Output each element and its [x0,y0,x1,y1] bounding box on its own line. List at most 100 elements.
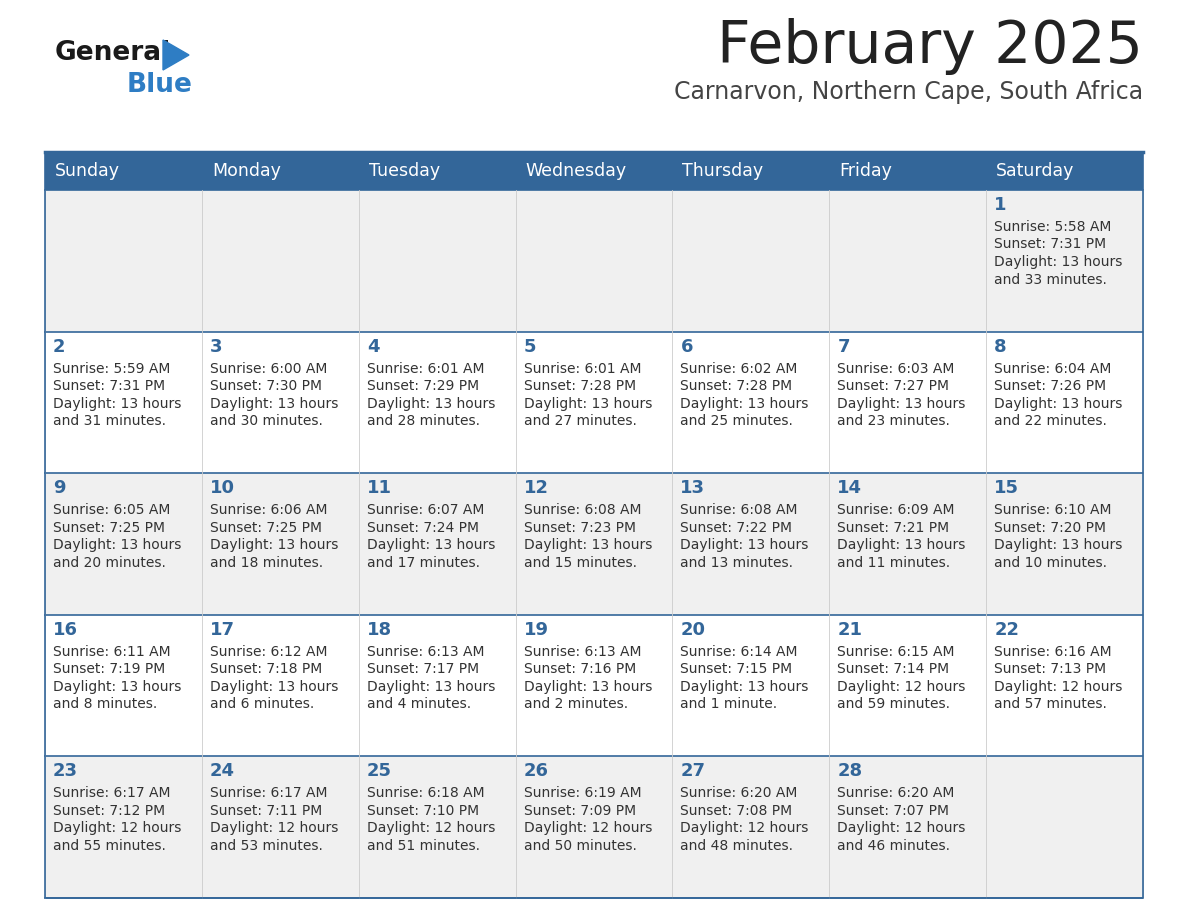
Text: Daylight: 12 hours: Daylight: 12 hours [838,822,966,835]
Text: Daylight: 13 hours: Daylight: 13 hours [681,680,809,694]
Text: Sunset: 7:31 PM: Sunset: 7:31 PM [994,238,1106,252]
Text: Blue: Blue [127,72,192,98]
Text: and 51 minutes.: and 51 minutes. [367,839,480,853]
Text: and 28 minutes.: and 28 minutes. [367,414,480,428]
Text: 14: 14 [838,479,862,498]
Polygon shape [163,40,189,70]
Bar [45,190,1143,331]
Text: Sunrise: 6:01 AM: Sunrise: 6:01 AM [524,362,642,375]
Text: and 8 minutes.: and 8 minutes. [53,698,157,711]
Text: Sunset: 7:12 PM: Sunset: 7:12 PM [53,804,165,818]
Text: and 46 minutes.: and 46 minutes. [838,839,950,853]
Text: Sunset: 7:13 PM: Sunset: 7:13 PM [994,662,1106,677]
Text: and 2 minutes.: and 2 minutes. [524,698,627,711]
Text: 9: 9 [53,479,65,498]
Text: Daylight: 13 hours: Daylight: 13 hours [367,538,495,553]
Text: Sunset: 7:28 PM: Sunset: 7:28 PM [681,379,792,393]
Text: Sunset: 7:07 PM: Sunset: 7:07 PM [838,804,949,818]
Text: 15: 15 [994,479,1019,498]
Text: Sunset: 7:26 PM: Sunset: 7:26 PM [994,379,1106,393]
Text: Daylight: 13 hours: Daylight: 13 hours [53,680,182,694]
Text: Monday: Monday [211,162,280,180]
Text: Sunset: 7:14 PM: Sunset: 7:14 PM [838,662,949,677]
Text: Wednesday: Wednesday [525,162,627,180]
Text: 22: 22 [994,621,1019,639]
Text: Sunset: 7:31 PM: Sunset: 7:31 PM [53,379,165,393]
Text: and 25 minutes.: and 25 minutes. [681,414,794,428]
Text: Sunset: 7:29 PM: Sunset: 7:29 PM [367,379,479,393]
Text: Sunset: 7:20 PM: Sunset: 7:20 PM [994,521,1106,534]
Text: Sunrise: 6:14 AM: Sunrise: 6:14 AM [681,644,798,659]
Text: Daylight: 13 hours: Daylight: 13 hours [524,538,652,553]
Text: 24: 24 [210,763,235,780]
Text: Sunrise: 6:16 AM: Sunrise: 6:16 AM [994,644,1112,659]
Text: Sunset: 7:15 PM: Sunset: 7:15 PM [681,662,792,677]
Text: Sunday: Sunday [55,162,120,180]
Text: Sunset: 7:16 PM: Sunset: 7:16 PM [524,662,636,677]
Text: 10: 10 [210,479,235,498]
Text: Daylight: 13 hours: Daylight: 13 hours [210,397,339,410]
Text: 3: 3 [210,338,222,355]
Text: Sunrise: 6:00 AM: Sunrise: 6:00 AM [210,362,327,375]
Text: Sunset: 7:23 PM: Sunset: 7:23 PM [524,521,636,534]
Bar [45,152,1143,190]
Text: and 6 minutes.: and 6 minutes. [210,698,314,711]
Text: Sunset: 7:21 PM: Sunset: 7:21 PM [838,521,949,534]
Text: 11: 11 [367,479,392,498]
Text: Daylight: 13 hours: Daylight: 13 hours [681,538,809,553]
Text: and 57 minutes.: and 57 minutes. [994,698,1107,711]
Text: 8: 8 [994,338,1006,355]
Text: Daylight: 12 hours: Daylight: 12 hours [367,822,495,835]
Text: Daylight: 12 hours: Daylight: 12 hours [210,822,339,835]
Text: 4: 4 [367,338,379,355]
Text: Sunset: 7:24 PM: Sunset: 7:24 PM [367,521,479,534]
Bar [45,331,1143,473]
Text: General: General [55,40,171,66]
Text: 12: 12 [524,479,549,498]
Text: Sunset: 7:19 PM: Sunset: 7:19 PM [53,662,165,677]
Text: Sunset: 7:08 PM: Sunset: 7:08 PM [681,804,792,818]
Text: Sunrise: 6:04 AM: Sunrise: 6:04 AM [994,362,1112,375]
Text: Sunset: 7:28 PM: Sunset: 7:28 PM [524,379,636,393]
Text: Daylight: 13 hours: Daylight: 13 hours [210,538,339,553]
Text: Daylight: 12 hours: Daylight: 12 hours [994,680,1123,694]
Text: 20: 20 [681,621,706,639]
Text: Thursday: Thursday [682,162,764,180]
Text: and 18 minutes.: and 18 minutes. [210,555,323,570]
Text: Daylight: 12 hours: Daylight: 12 hours [838,680,966,694]
Text: Daylight: 12 hours: Daylight: 12 hours [681,822,809,835]
Text: Sunset: 7:17 PM: Sunset: 7:17 PM [367,662,479,677]
Text: 21: 21 [838,621,862,639]
Text: and 11 minutes.: and 11 minutes. [838,555,950,570]
Text: 1: 1 [994,196,1006,214]
Text: Sunrise: 5:59 AM: Sunrise: 5:59 AM [53,362,170,375]
Text: Daylight: 13 hours: Daylight: 13 hours [681,397,809,410]
Text: Sunrise: 6:01 AM: Sunrise: 6:01 AM [367,362,485,375]
Text: and 13 minutes.: and 13 minutes. [681,555,794,570]
Text: Daylight: 13 hours: Daylight: 13 hours [210,680,339,694]
Text: Daylight: 13 hours: Daylight: 13 hours [994,255,1123,269]
Text: 27: 27 [681,763,706,780]
Text: 6: 6 [681,338,693,355]
Text: Sunrise: 6:12 AM: Sunrise: 6:12 AM [210,644,328,659]
Text: Daylight: 13 hours: Daylight: 13 hours [838,397,966,410]
Text: 26: 26 [524,763,549,780]
Text: Sunset: 7:22 PM: Sunset: 7:22 PM [681,521,792,534]
Text: and 22 minutes.: and 22 minutes. [994,414,1107,428]
Text: Daylight: 13 hours: Daylight: 13 hours [524,397,652,410]
Text: Sunrise: 6:13 AM: Sunrise: 6:13 AM [367,644,485,659]
Text: and 15 minutes.: and 15 minutes. [524,555,637,570]
Bar [45,756,1143,898]
Text: and 31 minutes.: and 31 minutes. [53,414,166,428]
Text: Daylight: 13 hours: Daylight: 13 hours [367,680,495,694]
Text: Sunset: 7:25 PM: Sunset: 7:25 PM [210,521,322,534]
Text: and 33 minutes.: and 33 minutes. [994,273,1107,286]
Text: Sunset: 7:30 PM: Sunset: 7:30 PM [210,379,322,393]
Text: Sunrise: 6:15 AM: Sunrise: 6:15 AM [838,644,955,659]
Text: and 4 minutes.: and 4 minutes. [367,698,470,711]
Text: Sunrise: 6:06 AM: Sunrise: 6:06 AM [210,503,328,517]
Text: Daylight: 13 hours: Daylight: 13 hours [994,538,1123,553]
Text: 19: 19 [524,621,549,639]
Text: Sunrise: 6:11 AM: Sunrise: 6:11 AM [53,644,171,659]
Text: Daylight: 13 hours: Daylight: 13 hours [53,538,182,553]
